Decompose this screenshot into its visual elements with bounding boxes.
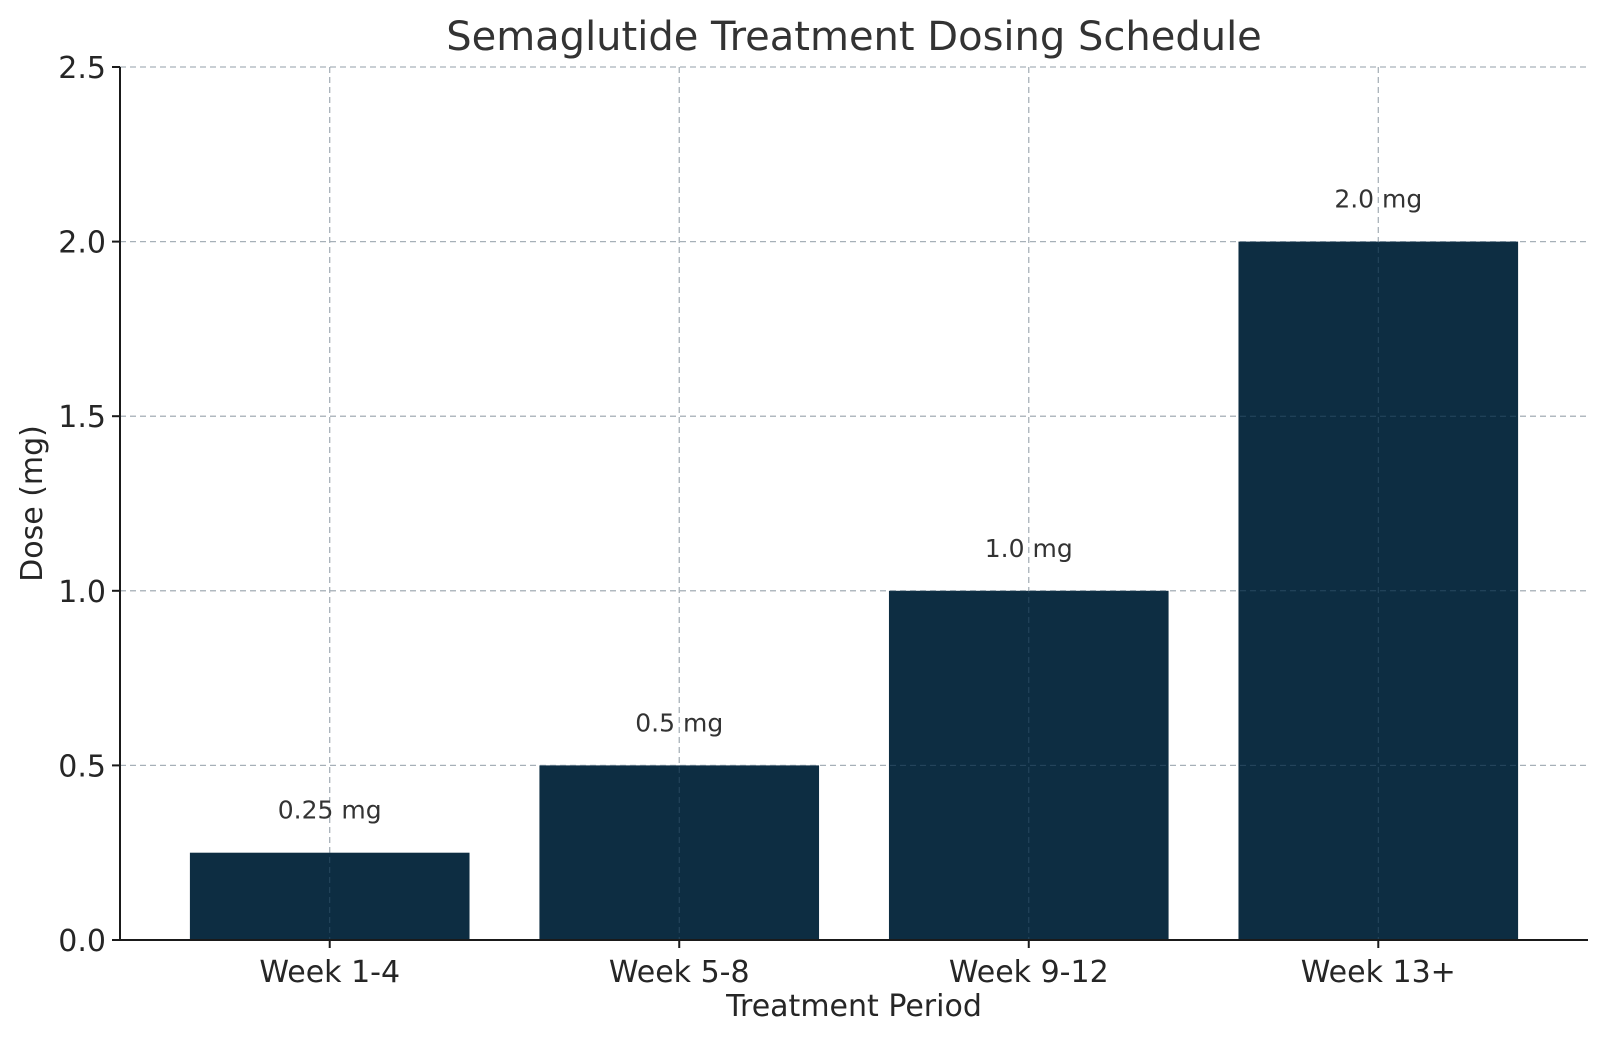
x-tick-label: Week 5-8	[609, 955, 750, 990]
y-tick-label: 1.0	[58, 575, 106, 610]
bars	[189, 241, 1519, 941]
labels: 0.0 0.5 1.0 1.5 2.0 2.5 Week 1-4 Week 5-8 Week 9…	[58, 51, 1456, 990]
y-axis-label: Dose (mg)	[15, 425, 50, 582]
y-tick-label: 2.0	[58, 226, 106, 261]
data-label: 0.5 mg	[635, 708, 723, 737]
axes	[112, 66, 1588, 948]
y-tick-label: 1.5	[58, 400, 106, 435]
y-tick-label: 0.5	[58, 749, 106, 784]
bar	[1238, 241, 1519, 941]
y-tick-label: 0.0	[58, 924, 106, 959]
bar	[189, 852, 470, 940]
data-label: 0.25 mg	[278, 796, 382, 825]
grid-lines	[120, 66, 1588, 941]
data-label: 2.0 mg	[1334, 185, 1422, 214]
x-axis-label: Treatment Period	[725, 989, 982, 1024]
chart-title: Semaglutide Treatment Dosing Schedule	[446, 14, 1262, 60]
x-tick-label: Week 9-12	[949, 955, 1109, 990]
bar	[539, 765, 820, 940]
x-tick-label: Week 1-4	[259, 955, 400, 990]
bar	[888, 590, 1169, 940]
y-tick-label: 2.5	[58, 51, 106, 86]
data-label: 1.0 mg	[985, 534, 1073, 563]
x-tick-label: Week 13+	[1301, 955, 1456, 990]
